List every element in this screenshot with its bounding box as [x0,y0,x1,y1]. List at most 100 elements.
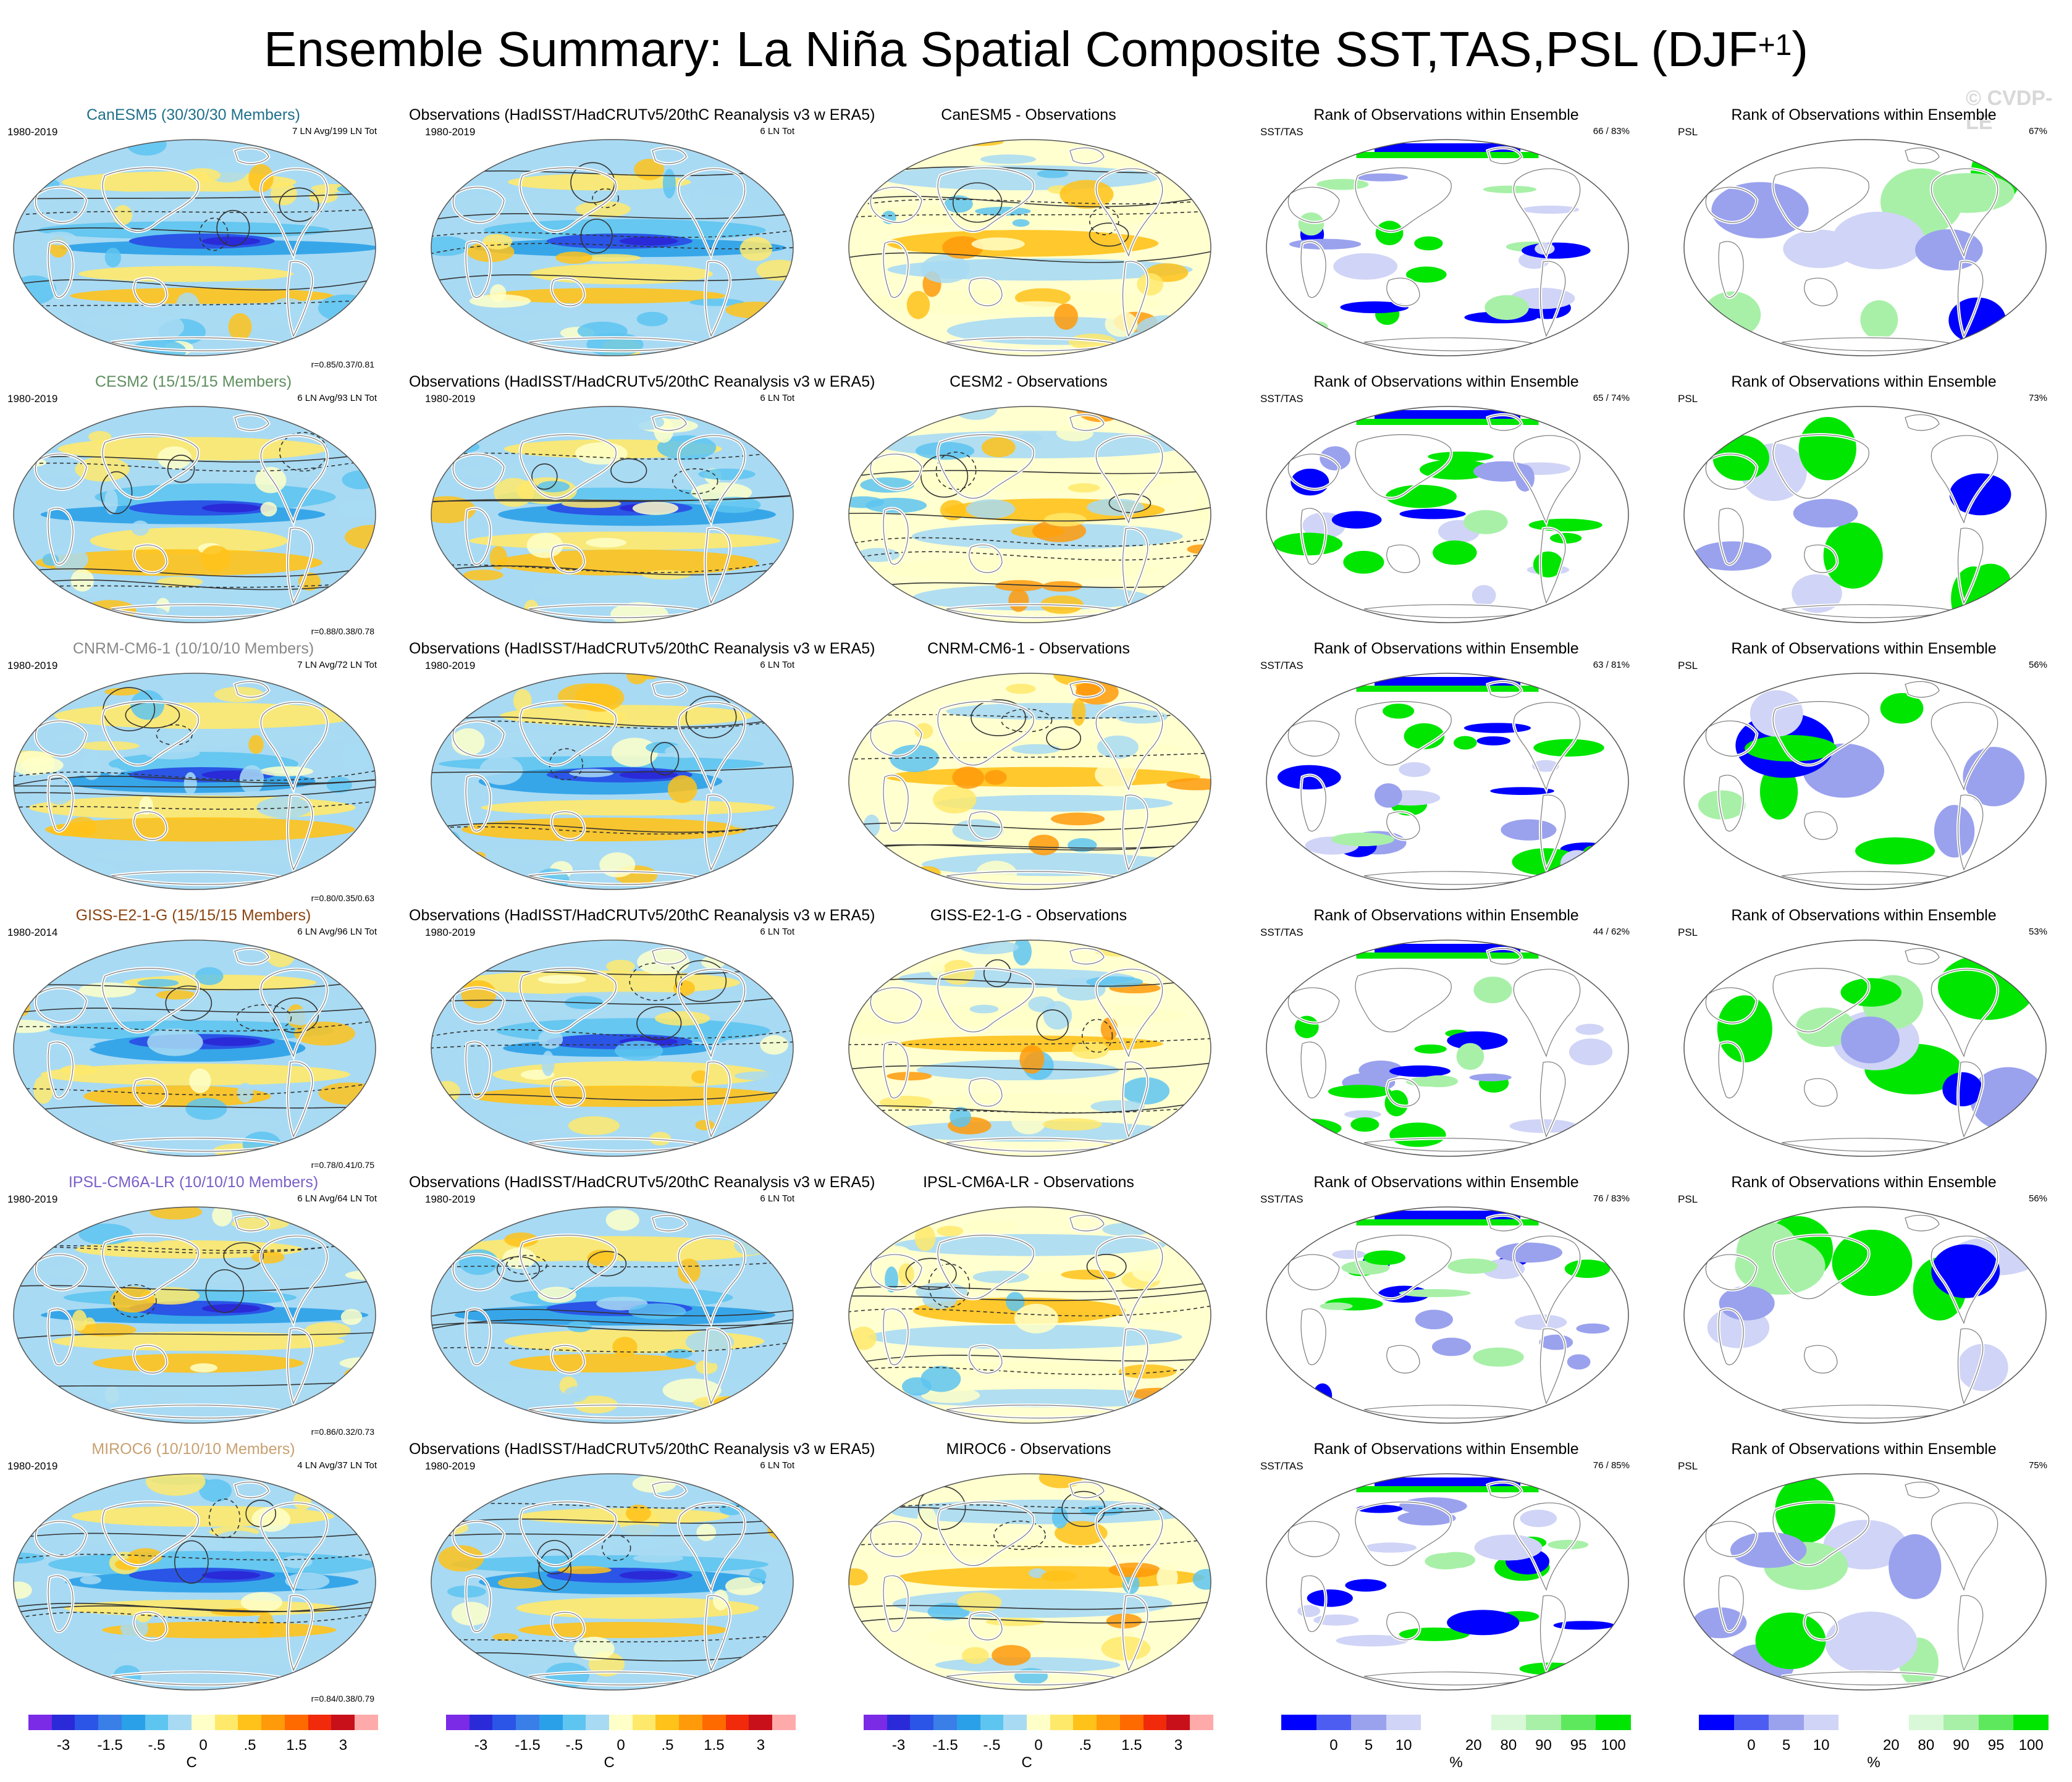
rank-percent: 76 / 83% [1593,1193,1630,1204]
tick-label: -3 [56,1737,70,1754]
event-count: 6 LN Tot [760,393,794,403]
tick-label: 90 [1535,1737,1552,1754]
color-swatch [632,1715,656,1730]
color-swatch [192,1715,215,1730]
color-swatch [469,1715,493,1730]
map-sst [1266,1206,1629,1424]
map-temp [431,406,794,623]
variable-label: SST/TAS [1260,660,1303,671]
panel-title: Rank of Observations within Ensemble [1313,907,1579,924]
map-temp [431,673,794,890]
color-swatch [308,1715,332,1730]
map-psl [1683,1473,2047,1691]
color-swatch [1699,1715,1734,1730]
rank-percent: 65 / 74% [1593,393,1630,403]
tick-label: 0 [1329,1737,1338,1754]
panel-title: Observations (HadISST/HadCRUTv5/20thC Re… [409,640,875,657]
panel-diff: CanESM5 - Observations [839,106,1218,373]
color-swatch [910,1715,934,1730]
panel-title: Rank of Observations within Ensemble [1731,1440,1997,1458]
map-temp [431,1206,794,1424]
panel-rank-psl: Rank of Observations within Ensemble PSL 5… [1674,640,2053,907]
panel-obs: Observations (HadISST/HadCRUTv5/20thC Re… [409,106,875,373]
tick-label: 3 [756,1737,765,1754]
tick-label: -3 [891,1737,906,1754]
tick-label: 100 [2018,1737,2044,1754]
panel-title: Rank of Observations within Ensemble [1731,106,1997,124]
period-label: 1980-2019 [7,1460,58,1472]
map-sst [1266,939,1629,1157]
rank-percent: 56% [2028,1193,2047,1204]
color-swatch [75,1715,99,1730]
rank-percent: 73% [2028,393,2047,403]
unit-label: % [1449,1754,1463,1771]
color-swatch [1281,1715,1316,1730]
tick-label: 0 [1747,1737,1756,1754]
color-bar [28,1715,378,1730]
tick-label: 3 [339,1737,348,1754]
panel-title: Observations (HadISST/HadCRUTv5/20thC Re… [409,106,875,124]
panel-title: IPSL-CM6A-LR (10/10/10 Members) [68,1174,319,1191]
color-swatch [980,1715,1004,1730]
panel-title: Observations (HadISST/HadCRUTv5/20thC Re… [409,373,875,390]
panel-title: Rank of Observations within Ensemble [1313,1440,1579,1458]
pattern-correlation: r=0.86/0.32/0.73 [311,1427,374,1437]
panel-title: Observations (HadISST/HadCRUTv5/20thC Re… [409,907,875,924]
panel-rank-sst: Rank of Observations within Ensemble SST/… [1257,907,1636,1174]
panel-rank-sst: Rank of Observations within Ensemble SST/… [1257,106,1636,373]
event-count: 6 LN Tot [760,126,794,137]
variable-label: PSL [1678,126,1698,138]
period-label: 1980-2019 [425,1193,476,1205]
color-swatch [28,1715,52,1730]
panel-rank-psl: Rank of Observations within Ensemble PSL 5… [1674,1174,2053,1440]
color-swatch [956,1715,980,1730]
period-label: 1980-2019 [7,1193,58,1205]
tick-label: 20 [1882,1737,1900,1754]
panel-title: GISS-E2-1-G (15/15/15 Members) [75,907,311,924]
event-count: 6 LN Tot [760,660,794,670]
event-count: 4 LN Avg/37 LN Tot [297,1460,377,1471]
panel-model: CESM2 (15/15/15 Members) 1980-2019 6 LN Av… [4,373,383,640]
map-diff [848,1206,1211,1424]
panel-model: CanESM5 (30/30/30 Members) 1980-2019 7 LN … [4,106,383,373]
map-psl [1683,139,2047,356]
tick-label: -1.5 [932,1737,958,1754]
tick-label: 20 [1465,1737,1482,1754]
color-swatch [214,1715,238,1730]
tick-label: 80 [1500,1737,1517,1754]
color-swatch [1908,1715,1944,1730]
panel-title: Rank of Observations within Ensemble [1731,373,1997,390]
map-temp [13,673,376,890]
panel-title: Rank of Observations within Ensemble [1731,640,1997,657]
color-swatch [355,1715,378,1730]
panel-title: MIROC6 (10/10/10 Members) [91,1440,295,1458]
tick-label: 95 [1987,1737,2005,1754]
tick-label: 0 [1034,1737,1043,1754]
map-sst [1266,673,1629,890]
panel-rank-psl: Rank of Observations within Ensemble PSL 6… [1674,106,2053,373]
period-label: 1980-2014 [7,927,58,938]
color-swatch [1491,1715,1527,1730]
panel-obs: Observations (HadISST/HadCRUTv5/20thC Re… [409,907,875,1174]
map-sst [1266,139,1629,356]
period-label: 1980-2019 [7,393,58,405]
color-swatch [1351,1715,1386,1730]
color-swatch [1838,1715,1874,1730]
color-swatch [1873,1715,1909,1730]
event-count: 6 LN Avg/93 LN Tot [297,393,377,403]
color-swatch [1769,1715,1804,1730]
color-swatch [933,1715,957,1730]
event-count: 6 LN Avg/64 LN Tot [297,1193,377,1204]
variable-label: SST/TAS [1260,126,1303,138]
panel-obs: Observations (HadISST/HadCRUTv5/20thC Re… [409,640,875,907]
color-swatch [1316,1715,1352,1730]
panel-title: CESM2 - Observations [950,373,1108,390]
color-swatch [121,1715,145,1730]
panel-obs: Observations (HadISST/HadCRUTv5/20thC Re… [409,1174,875,1440]
color-swatch [1803,1715,1839,1730]
panel-title: GISS-E2-1-G - Observations [930,907,1127,924]
pattern-correlation: r=0.84/0.38/0.79 [311,1694,374,1704]
panel-title: CESM2 (15/15/15 Members) [95,373,292,390]
map-diff [848,939,1211,1157]
tick-label: 1.5 [704,1737,725,1754]
